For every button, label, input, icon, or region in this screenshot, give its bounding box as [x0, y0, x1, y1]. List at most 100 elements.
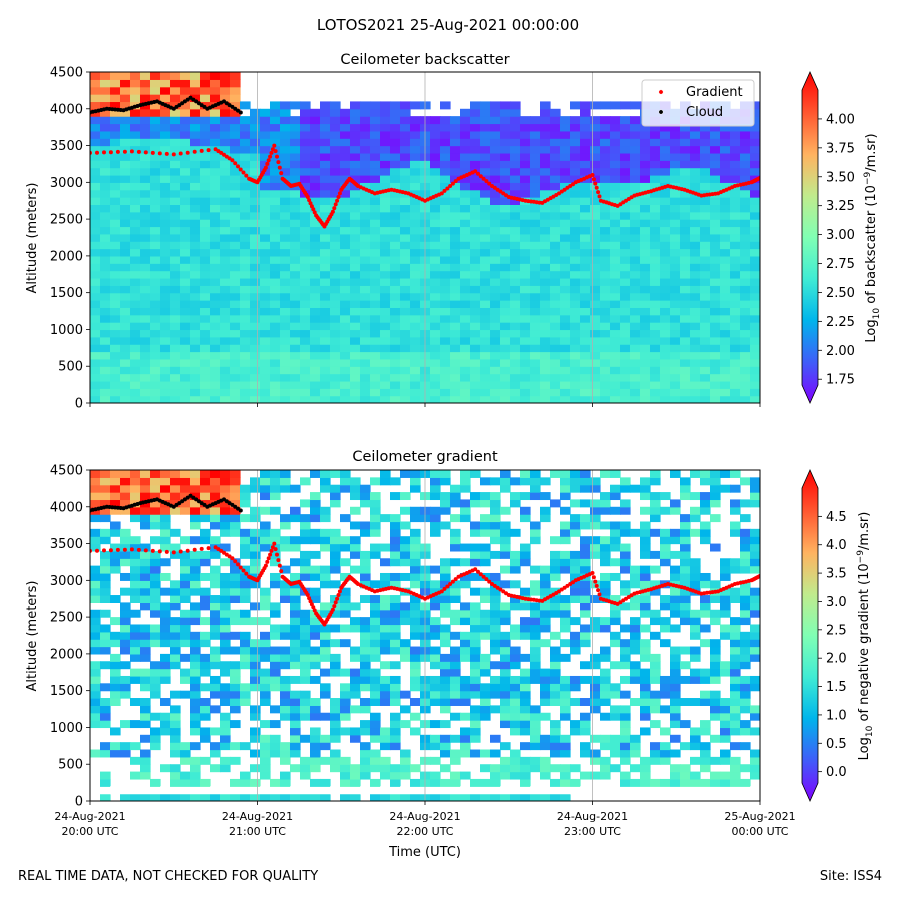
gradient-marker [308, 599, 313, 604]
gradient-marker [265, 559, 270, 564]
gradient-marker [594, 185, 599, 190]
gradient-marker [185, 150, 190, 155]
gradient-marker [241, 170, 246, 175]
gradient-marker [591, 177, 596, 182]
y-tick-label: 4500 [50, 66, 83, 81]
colorbar-tick-label: 3.0 [826, 595, 847, 610]
gradient-marker [263, 165, 268, 170]
gradient-marker [307, 198, 312, 203]
gradient-marker [590, 571, 595, 575]
gradient-marker [336, 593, 341, 597]
y-tick-label: 1500 [50, 684, 83, 699]
gradient-marker [484, 577, 489, 582]
gradient-marker [487, 181, 492, 186]
gradient-marker [143, 548, 148, 553]
cloud-marker [188, 95, 193, 100]
gradient-marker [279, 171, 284, 176]
gradient-marker [244, 173, 249, 178]
gradient-marker [129, 149, 134, 154]
cloud-marker [238, 110, 243, 115]
gradient-marker [311, 207, 316, 212]
gradient-colorbar: 0.0 0.5 1.0 1.5 2.0 2.5 3.0 3.5 4.0 4.5 Log10 of … [801, 469, 875, 802]
gradient-marker [273, 547, 278, 552]
cloud-marker [222, 497, 226, 502]
colorbar-tick-label: 1.5 [826, 680, 847, 695]
y-tick-label: 500 [58, 758, 83, 773]
colorbar-tick-label: 0.0 [826, 765, 847, 780]
gradient-marker [312, 608, 317, 613]
gradient-marker [136, 149, 141, 154]
cloud-marker [230, 104, 235, 109]
gradient-marker [238, 565, 243, 570]
cloud-marker [238, 508, 243, 513]
cloud-marker [180, 499, 185, 504]
gradient-marker [473, 567, 478, 572]
gradient-ylabel: Altitude (meters) [25, 581, 40, 692]
gradient-marker [476, 171, 480, 176]
gradient-marker [269, 548, 274, 553]
x-tick-label: 24-Aug-2021 [222, 810, 293, 823]
gradient-marker [219, 150, 224, 155]
gradient-marker [115, 149, 120, 154]
backscatter-colorbar: 1.75 2.00 2.25 2.50 2.75 3.00 3.25 3.50 3.75 4.00… [801, 71, 882, 404]
gradient-marker [115, 547, 120, 552]
colorbar-tick-label: 4.0 [826, 538, 847, 553]
gradient-marker [122, 547, 127, 552]
gradient-marker [597, 592, 602, 597]
gradient-marker [157, 151, 162, 156]
y-tick-label: 3500 [50, 139, 83, 154]
cloud-marker [194, 99, 199, 104]
gradient-marker [337, 589, 342, 594]
gradient-colorbar-label: Log10 of negative gradient (10−9/m.sr) [856, 512, 875, 761]
gradient-marker [102, 548, 106, 553]
cloud-marker [202, 502, 207, 507]
gradient-marker [276, 558, 281, 563]
colorbar-tick-label: 3.00 [826, 228, 855, 243]
gradient-marker [227, 554, 232, 559]
backscatter-panel: Ceilometer backscatter 0 500 1000 1500 2000 2… [25, 52, 882, 412]
quality-disclaimer: REAL TIME DATA, NOT CHECKED FOR QUALITY [18, 869, 319, 884]
gradient-marker [102, 150, 106, 155]
gradient-marker [335, 198, 340, 203]
gradient-panel: Ceilometer gradient 0 500 1000 1500 2000 2500… [25, 449, 875, 860]
backscatter-x-ticks [89, 403, 761, 407]
gradient-marker [490, 582, 494, 586]
colorbar-tick-label: 3.5 [826, 567, 847, 582]
gradient-marker [136, 547, 141, 552]
colorbar-tick-label: 2.25 [826, 315, 855, 330]
gradient-marker [122, 149, 127, 154]
gradient-marker [236, 562, 240, 567]
cloud-marker [185, 495, 190, 500]
gradient-marker [171, 550, 176, 555]
gradient-gridlines [257, 470, 593, 801]
x-tick-label: 21:00 UTC [229, 825, 286, 838]
x-tick-label: 23:00 UTC [564, 825, 621, 838]
gradient-marker [333, 600, 338, 605]
gradient-marker [95, 150, 99, 155]
x-tick-label: 24-Aug-2021 [557, 810, 628, 823]
gradient-colorbar-bar [801, 469, 819, 802]
colorbar-tick-label: 1.75 [826, 373, 855, 388]
gradient-marker [330, 607, 335, 612]
colorbar-tick-label: 3.75 [826, 141, 855, 156]
y-tick-label: 1500 [50, 286, 83, 301]
gradient-marker [332, 604, 337, 609]
cloud-marker [188, 493, 193, 498]
gradient-marker [129, 547, 134, 552]
y-tick-label: 3500 [50, 537, 83, 552]
x-tick-label: 24-Aug-2021 [389, 810, 460, 823]
gradient-marker [562, 187, 567, 192]
gradient-marker [594, 583, 599, 588]
gradient-marker [150, 548, 155, 553]
y-tick-label: 500 [58, 360, 83, 375]
gradient-marker [307, 596, 312, 601]
gradient-marker [206, 148, 211, 153]
gradient-marker [557, 191, 561, 196]
gradient-marker [277, 165, 282, 170]
gradient-marker [473, 169, 478, 174]
gradient-marker [244, 571, 249, 576]
legend-cloud-marker [658, 109, 664, 115]
gradient-marker [150, 150, 155, 155]
gradient-marker [337, 191, 342, 196]
